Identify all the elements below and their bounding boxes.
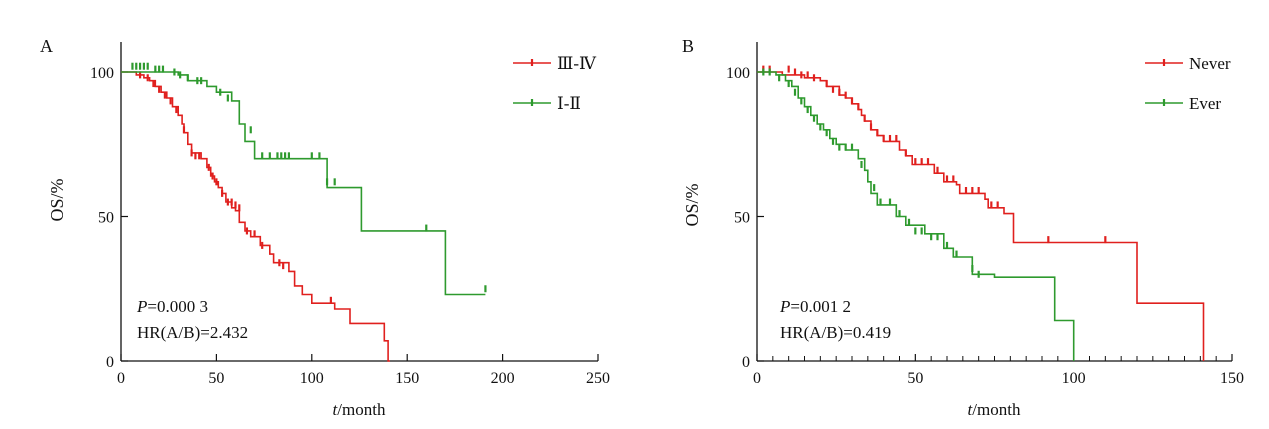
- x-axis-label-rest: /month: [337, 400, 386, 419]
- panel-b: B 0 50 100 150 0 50 100 Never Ever OS/% t/month…: [682, 36, 1244, 419]
- p-symbol: P: [136, 297, 147, 316]
- x-tick-label: 0: [117, 370, 125, 387]
- hr-annotation: HR(A/B)=0.419: [780, 323, 891, 342]
- survival-curves: [121, 62, 487, 362]
- x-axis-label-italic: t: [333, 400, 339, 419]
- p-value-annotation: P=0.001 2: [779, 297, 851, 316]
- curve-ever: [757, 71, 1075, 361]
- legend-label-ever: Ever: [1189, 94, 1221, 113]
- axes: 0 50 100 150 200 250 0 50 100: [90, 42, 610, 387]
- p-value-annotation: P=0.000 3: [136, 297, 208, 316]
- y-tick-label: 50: [98, 210, 114, 227]
- x-axis-label-italic: t: [968, 400, 974, 419]
- p-value: =0.001 2: [790, 297, 851, 316]
- legend-label-stage-i-ii: Ⅰ-Ⅱ: [557, 94, 581, 113]
- x-tick-label: 0: [753, 370, 761, 387]
- x-tick-label: 100: [300, 370, 324, 387]
- x-axis-label: t/month: [968, 400, 1021, 419]
- y-tick-label: 0: [106, 354, 114, 371]
- x-tick-label: 50: [208, 370, 224, 387]
- x-tick-label: 200: [491, 370, 515, 387]
- y-tick-label: 100: [90, 65, 114, 82]
- y-axis-label: OS/%: [682, 183, 702, 226]
- legend: Never Ever: [1145, 54, 1231, 113]
- p-symbol: P: [779, 297, 790, 316]
- legend-label-stage-iii-iv: Ⅲ-Ⅳ: [557, 54, 597, 73]
- curve-stage-i-ii: [121, 71, 486, 296]
- x-tick-label: 250: [586, 370, 610, 387]
- x-axis-label: t/month: [333, 400, 386, 419]
- panel-a: A 0 50 100 150 200 250 0 50 100 Ⅲ-Ⅳ Ⅰ-Ⅱ OS/% t/mo…: [40, 36, 610, 419]
- panel-label: A: [40, 36, 53, 56]
- legend: Ⅲ-Ⅳ Ⅰ-Ⅱ: [513, 54, 597, 113]
- y-tick-label: 50: [734, 210, 750, 227]
- y-tick-label: 0: [742, 354, 750, 371]
- panel-label: B: [682, 36, 694, 56]
- legend-label-never: Never: [1189, 54, 1231, 73]
- x-tick-label: 100: [1062, 370, 1086, 387]
- x-tick-label: 150: [395, 370, 419, 387]
- curve-stage-iii-iv: [121, 71, 390, 362]
- p-value: =0.000 3: [147, 297, 208, 316]
- hr-annotation: HR(A/B)=2.432: [137, 323, 248, 342]
- survival-curves: [757, 65, 1205, 361]
- y-axis-label: OS/%: [47, 178, 67, 221]
- x-axis-label-rest: /month: [972, 400, 1021, 419]
- x-tick-label: 150: [1220, 370, 1244, 387]
- curve-never: [757, 71, 1205, 361]
- y-tick-label: 100: [726, 65, 750, 82]
- x-tick-label: 50: [907, 370, 923, 387]
